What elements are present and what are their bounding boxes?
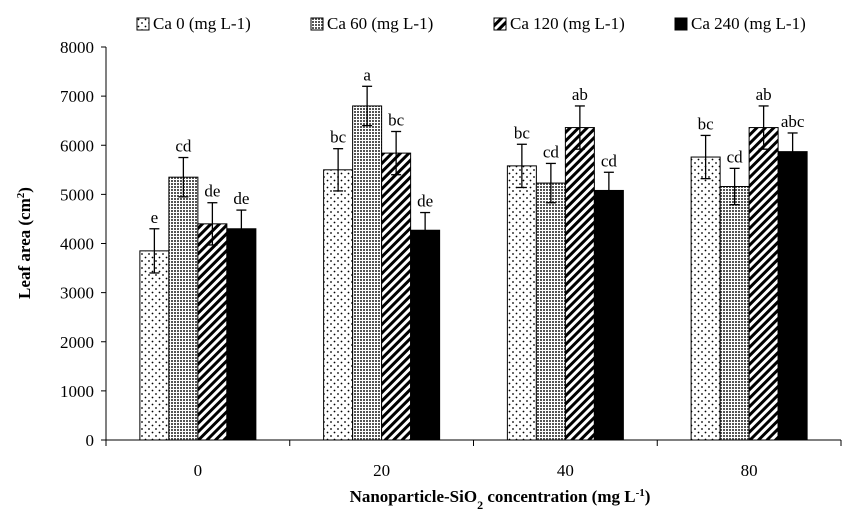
- bar: [719, 186, 750, 441]
- x-tick-label: 40: [557, 461, 574, 480]
- bar: [197, 223, 228, 441]
- x-tick-label: 80: [741, 461, 758, 480]
- legend-swatch-1: [310, 17, 324, 31]
- bar: [506, 165, 537, 441]
- legend-item-2: Ca 120 (mg L-1): [493, 14, 625, 33]
- bars: [139, 105, 808, 441]
- significance-label: abc: [781, 112, 805, 131]
- significance-label: de: [417, 192, 433, 211]
- legend-label-1: Ca 60 (mg L-1): [327, 14, 433, 33]
- bar: [323, 169, 354, 441]
- significance-label: e: [151, 208, 159, 227]
- significance-label: bc: [388, 110, 405, 129]
- y-tick-label: 4000: [60, 235, 94, 254]
- significance-label: a: [363, 65, 371, 84]
- x-axis-title: Nanoparticle-SiO2 concentration (mg L-1): [350, 487, 651, 510]
- bar: [410, 229, 441, 441]
- significance-label: de: [233, 189, 249, 208]
- bar: [535, 182, 566, 441]
- legend: Ca 0 (mg L-1) Ca 60 (mg L-1) Ca 120 (mg …: [136, 14, 806, 33]
- significance-label: cd: [601, 151, 618, 170]
- legend-item-3: Ca 240 (mg L-1): [674, 14, 806, 33]
- y-tick-label: 6000: [60, 136, 94, 155]
- significance-label: bc: [514, 123, 531, 142]
- bar: [168, 176, 199, 441]
- y-axis: 0 1000 2000 3000 4000 5000 6000 7000 8000: [60, 38, 107, 450]
- significance-label: cd: [175, 137, 192, 156]
- y-tick-label: 7000: [60, 87, 94, 106]
- legend-item-0: Ca 0 (mg L-1): [136, 14, 251, 33]
- significance-label: bc: [330, 128, 347, 147]
- y-axis-title: Leaf area (cm2): [15, 187, 34, 299]
- x-tick-label: 20: [373, 461, 390, 480]
- y-tick-label: 0: [86, 431, 95, 450]
- x-axis: 0 20 40 80: [105, 439, 842, 480]
- significance-label: cd: [543, 142, 560, 161]
- legend-label-3: Ca 240 (mg L-1): [691, 14, 806, 33]
- x-tick-label: 0: [194, 461, 203, 480]
- bar: [381, 152, 412, 441]
- significance-label: cd: [727, 147, 744, 166]
- legend-label-2: Ca 120 (mg L-1): [510, 14, 625, 33]
- legend-swatch-3: [674, 17, 688, 31]
- bar: [139, 250, 170, 441]
- y-tick-label: 5000: [60, 185, 94, 204]
- y-tick-label: 3000: [60, 284, 94, 303]
- bar: [564, 127, 595, 441]
- bar: [690, 156, 721, 441]
- legend-label-0: Ca 0 (mg L-1): [153, 14, 251, 33]
- significance-label: ab: [756, 85, 772, 104]
- bar: [593, 189, 624, 441]
- significance-label: de: [204, 182, 220, 201]
- y-tick-label: 1000: [60, 382, 94, 401]
- legend-swatch-2: [493, 17, 507, 31]
- bar: [226, 228, 257, 441]
- bar: [748, 127, 779, 441]
- bar: [352, 105, 383, 441]
- significance-label: bc: [698, 114, 715, 133]
- y-tick-label: 8000: [60, 38, 94, 57]
- significance-label: ab: [572, 85, 588, 104]
- y-tick-label: 2000: [60, 333, 94, 352]
- legend-swatch-0: [136, 17, 150, 31]
- error-bars: [149, 85, 798, 274]
- legend-item-1: Ca 60 (mg L-1): [310, 14, 433, 33]
- bar: [777, 151, 808, 441]
